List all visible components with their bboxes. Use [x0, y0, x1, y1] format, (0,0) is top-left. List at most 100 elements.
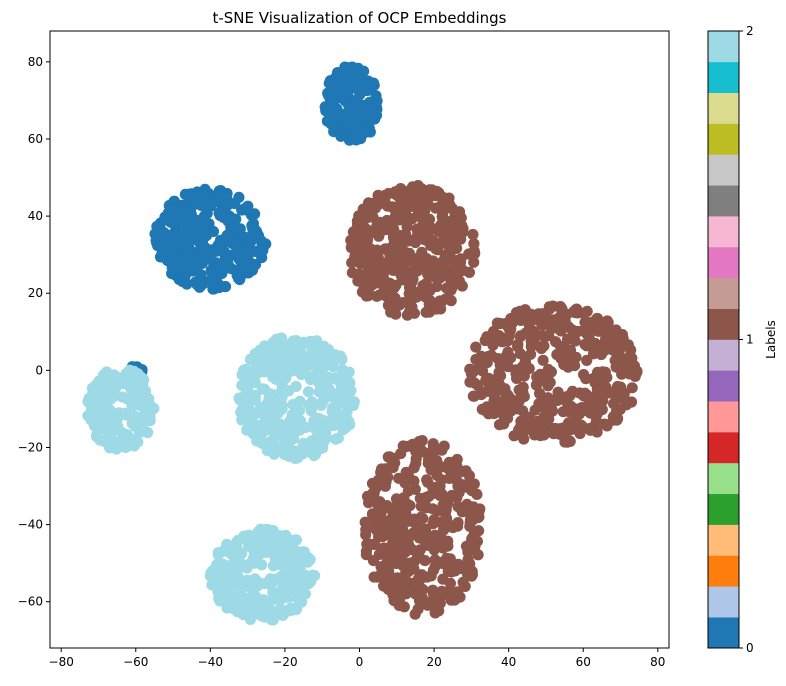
- data-point: [470, 341, 482, 353]
- data-point: [438, 216, 450, 228]
- data-point: [418, 211, 430, 223]
- data-point: [92, 392, 104, 404]
- cluster-label-1: [359, 435, 486, 620]
- data-point: [345, 384, 357, 397]
- data-point: [312, 436, 324, 448]
- colorbar-segment: [708, 586, 739, 618]
- data-point: [561, 308, 573, 320]
- data-point: [306, 569, 318, 581]
- data-point: [464, 363, 476, 375]
- data-point: [267, 347, 279, 359]
- data-point: [513, 424, 525, 436]
- data-point: [360, 549, 372, 561]
- data-point: [329, 406, 341, 418]
- data-point: [239, 202, 251, 215]
- x-tick-label: 80: [650, 655, 665, 669]
- data-point: [539, 419, 551, 431]
- data-point: [395, 183, 407, 195]
- data-point: [376, 567, 388, 579]
- data-point: [421, 195, 433, 207]
- data-point: [387, 511, 399, 523]
- colorbar-segment: [708, 524, 739, 556]
- data-point: [593, 391, 605, 403]
- data-point: [413, 436, 425, 448]
- data-point: [315, 399, 327, 411]
- data-point: [417, 446, 429, 458]
- data-point: [236, 404, 248, 416]
- data-point: [326, 97, 338, 109]
- data-point: [238, 395, 250, 407]
- data-point: [104, 371, 116, 383]
- data-point: [205, 264, 217, 276]
- data-point: [294, 569, 306, 581]
- y-tick-label: 20: [28, 286, 43, 300]
- data-point: [302, 386, 315, 398]
- colorbar-segment: [708, 154, 739, 186]
- data-point: [261, 523, 273, 535]
- data-point: [411, 234, 423, 246]
- data-point: [417, 596, 430, 608]
- colorbar-segment: [708, 401, 739, 433]
- data-point: [180, 259, 192, 271]
- data-point: [469, 541, 481, 553]
- data-point: [123, 366, 136, 378]
- data-point: [230, 240, 242, 252]
- data-point: [233, 253, 245, 265]
- data-point: [169, 219, 181, 231]
- data-point: [580, 373, 592, 385]
- cluster-label-1: [464, 300, 643, 448]
- data-point: [468, 256, 480, 268]
- data-point: [392, 500, 404, 512]
- data-point: [163, 211, 175, 223]
- data-point: [601, 420, 613, 432]
- data-point: [350, 70, 363, 82]
- cluster-label-2: [204, 523, 321, 626]
- data-point: [570, 304, 582, 316]
- data-point: [243, 237, 255, 249]
- data-point: [581, 354, 593, 366]
- data-point: [445, 566, 458, 578]
- data-point: [405, 284, 417, 296]
- data-point: [247, 223, 259, 235]
- colorbar-segment: [708, 432, 739, 464]
- data-point: [434, 480, 446, 493]
- data-point: [83, 396, 95, 409]
- data-point: [257, 533, 269, 545]
- data-point: [266, 338, 278, 350]
- data-point: [434, 295, 446, 307]
- data-point: [545, 402, 557, 414]
- data-point: [431, 267, 443, 279]
- data-point: [279, 448, 291, 461]
- data-point: [294, 395, 306, 407]
- data-point: [393, 472, 405, 484]
- data-point: [94, 434, 106, 446]
- x-tick-label: −80: [49, 655, 74, 669]
- data-point: [390, 594, 402, 607]
- data-point: [461, 498, 473, 510]
- data-point: [542, 392, 554, 404]
- data-point: [587, 316, 599, 328]
- data-point: [370, 524, 382, 536]
- data-point: [336, 381, 348, 393]
- data-point: [389, 232, 401, 244]
- y-tick-label: −60: [18, 595, 43, 609]
- data-point: [428, 544, 440, 556]
- data-point: [378, 273, 390, 285]
- x-axis: −80 −60 −40 −20 0 20 40 60 80: [49, 648, 665, 669]
- data-point: [249, 573, 261, 585]
- data-point: [337, 417, 349, 429]
- data-point: [625, 396, 638, 408]
- x-tick-label: 0: [356, 655, 364, 669]
- data-point: [407, 273, 419, 285]
- data-point: [553, 301, 565, 313]
- data-point: [466, 569, 478, 581]
- data-point: [214, 210, 226, 222]
- data-point: [230, 537, 242, 549]
- data-point: [369, 202, 382, 214]
- data-point: [256, 252, 268, 264]
- data-point: [438, 524, 450, 536]
- data-point: [339, 95, 351, 107]
- data-point: [435, 237, 447, 250]
- data-point: [616, 368, 628, 380]
